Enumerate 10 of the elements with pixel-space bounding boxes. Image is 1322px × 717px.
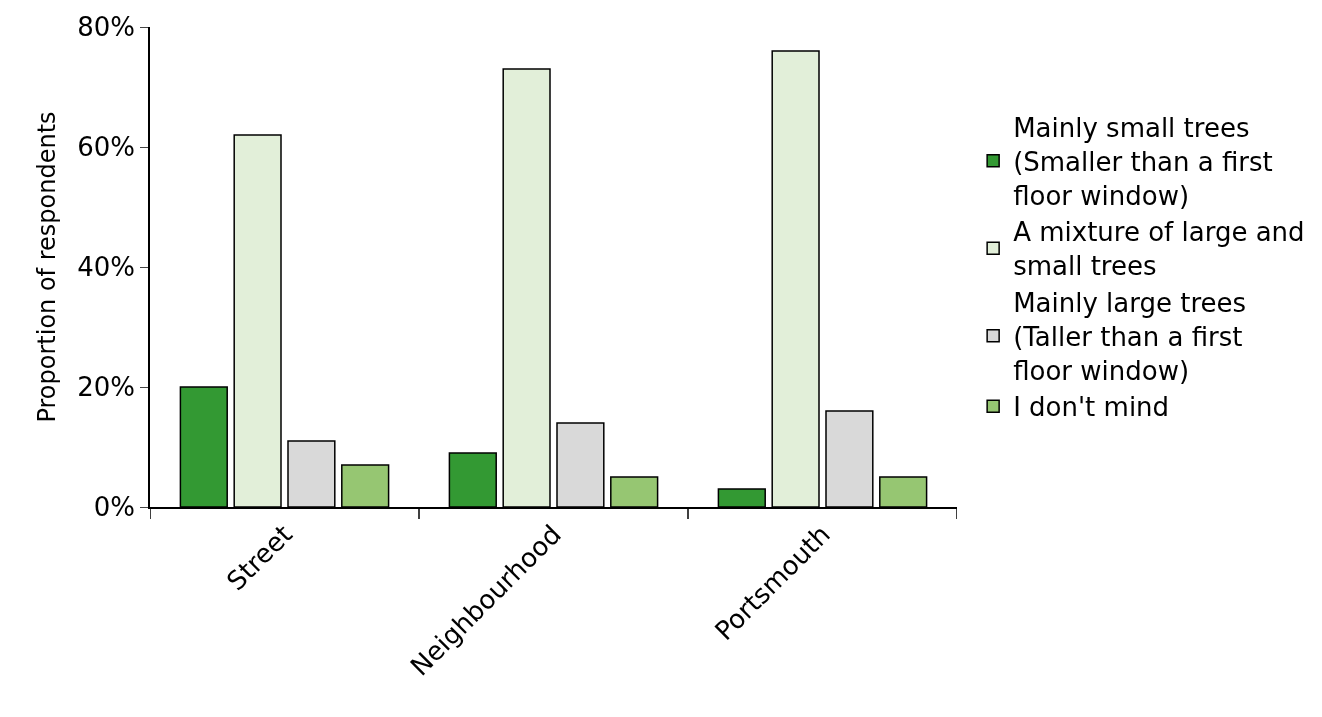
y-axis-title: Proportion of respondents <box>32 111 61 423</box>
y-tick-label: 80% <box>77 12 136 43</box>
y-tick-label: 0% <box>93 492 136 523</box>
legend-label: Mainly small trees (Smaller than a first floor window) <box>1013 113 1273 211</box>
legend-label: I don't mind <box>1013 392 1170 423</box>
y-tick-label: 20% <box>77 372 136 403</box>
y-tick-label: 40% <box>77 252 136 283</box>
y-tick-label: 60% <box>77 132 136 163</box>
legend-label: Mainly large trees (Taller than a first floor window) <box>1013 288 1247 386</box>
legend-label: A mixture of large and small trees <box>1013 217 1305 282</box>
